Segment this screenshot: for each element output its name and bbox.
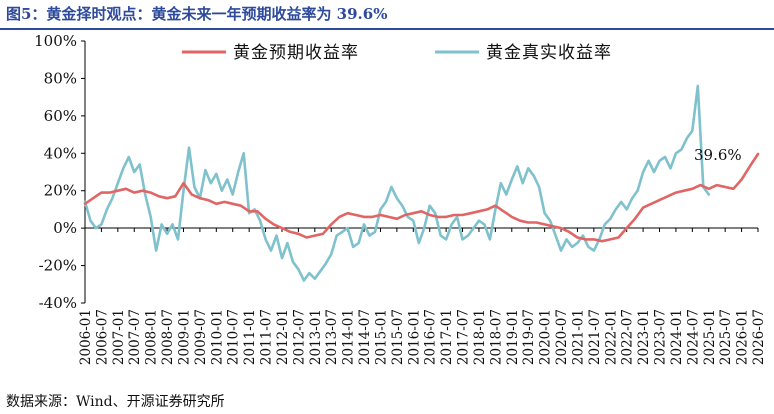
x-tick-label: 2019-01 [505,309,521,365]
x-tick-label: 2011-01 [242,309,258,365]
x-tick-label: 2026-01 [735,309,751,365]
x-tick-label: 2021-01 [570,309,586,365]
x-tick-label: 2014-01 [341,309,357,365]
x-tick-label: 2024-07 [685,309,701,365]
title-rule [0,28,774,30]
legend-label: 黄金真实收益率 [486,43,612,63]
x-tick-label: 2012-01 [275,309,291,365]
y-tick-label: 40% [44,144,77,162]
x-tick-label: 2006-07 [94,309,110,365]
x-tick-label: 2006-01 [78,309,94,365]
chart-axes [84,41,758,303]
x-tick-label: 2023-07 [653,309,669,365]
x-tick-label: 2019-07 [521,309,537,365]
x-tick-label: 2008-07 [160,309,176,365]
x-tick-label: 2021-07 [587,309,603,365]
x-tick-label: 2025-01 [702,309,718,365]
y-tick-label: 100% [34,32,77,50]
y-tick-label: -20% [39,257,77,275]
x-tick-label: 2018-01 [472,309,488,365]
x-tick-label: 2020-07 [554,309,570,365]
x-tick-label: 2012-07 [291,309,307,365]
series-lines [83,84,760,282]
x-tick-label: 2025-07 [718,309,734,365]
y-tick-label: -40% [39,294,77,312]
x-tick-label: 2024-01 [669,309,685,365]
x-tick-label: 2015-07 [390,309,406,365]
chart-legend: 黄金预期收益率 黄金真实收益率 [182,43,612,63]
x-tick-label: 2023-01 [636,309,652,365]
x-tick-label: 2016-01 [406,309,422,365]
chart-annotations: 39.6% [694,146,742,164]
x-tick-label: 2010-07 [226,309,242,365]
y-tick-label: 60% [44,107,77,125]
x-tick-label: 2022-01 [603,309,619,365]
chart-title: 图5：黄金择时观点：黄金未来一年预期收益率为 39.6% [6,5,388,23]
x-tick-label: 2013-01 [308,309,324,365]
series-line [83,152,760,243]
x-tick-label: 2022-07 [620,309,636,365]
x-tick-label: 2007-07 [127,309,143,365]
y-tick-label: 20% [44,182,77,200]
x-tick-label: 2015-01 [373,309,389,365]
x-tick-label: 2017-07 [456,309,472,365]
y-tick-label: 0% [53,219,77,237]
x-tick-label: 2009-07 [193,309,209,365]
data-label: 39.6% [694,146,742,164]
line-chart: -40% -20% 0% 20% 40% 60% 80% 100% 2006-01 2006-0… [34,32,767,365]
x-tick-label: 2011-07 [259,309,275,365]
x-tick-label: 2016-07 [423,309,439,365]
x-tick-label: 2008-01 [144,309,160,365]
series-line [83,84,711,282]
y-axis: -40% -20% 0% 20% 40% 60% 80% 100% [34,32,85,312]
x-tick-label: 2010-01 [209,309,225,365]
x-tick-label: 2014-07 [357,309,373,365]
legend-label: 黄金预期收益率 [233,43,359,63]
x-tick-label: 2009-01 [176,309,192,365]
x-tick-label: 2017-01 [439,309,455,365]
x-tick-label: 2018-07 [488,309,504,365]
x-tick-label: 2020-01 [538,309,554,365]
chart-source: 数据来源：Wind、开源证券研究所 [6,394,225,410]
x-axis: 2006-01 2006-07 2007-01 2007-07 2008-01 2008-… [78,228,767,365]
x-tick-label: 2026-07 [751,309,767,365]
x-tick-label: 2013-07 [324,309,340,365]
x-tick-label: 2007-01 [111,309,127,365]
y-tick-label: 80% [44,69,77,87]
